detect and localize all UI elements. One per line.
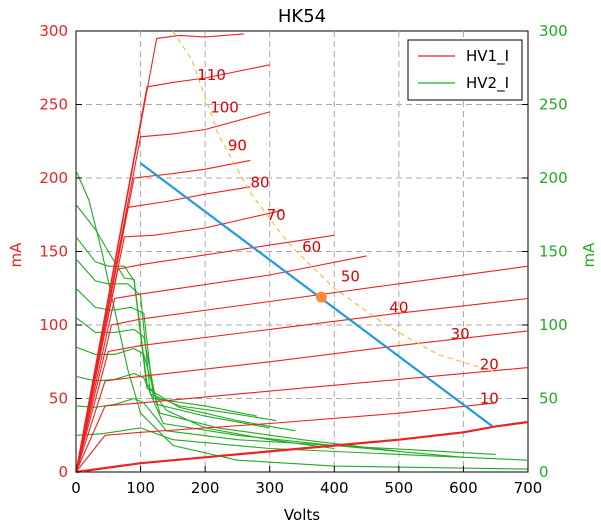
y-tick-label-right: 200 [539, 169, 568, 187]
y-tick-label-right: 150 [539, 243, 568, 261]
x-axis-ticks: 0 100 200 300 400 500 600 700 [71, 466, 542, 497]
curve-label: 20 [480, 356, 499, 374]
y-axis-right-ticks: 0 50 100 150 200 250 300 [522, 22, 568, 481]
curve-label: 80 [250, 173, 269, 191]
y-axis-left-ticks: 0 50 100 150 200 250 300 [39, 22, 82, 481]
hv2-series-line [75, 236, 296, 432]
y-tick-label-left: 250 [39, 96, 68, 114]
y-tick-label-right: 0 [539, 463, 549, 481]
x-tick-label: 400 [320, 479, 349, 497]
y-axis-right-title: mA [580, 242, 598, 268]
hv2-series-line [75, 427, 529, 461]
y-tick-label-right: 100 [539, 316, 568, 334]
y-tick-label-left: 300 [39, 22, 68, 40]
x-tick-label: 300 [255, 479, 284, 497]
hv1-series-line [75, 297, 529, 473]
x-tick-label: 100 [126, 479, 155, 497]
hv1-series-line [75, 420, 529, 474]
hv1-series-line [75, 111, 270, 473]
hv2-series-line [75, 317, 270, 429]
x-tick-label: 0 [71, 479, 81, 497]
curve-label: 100 [210, 98, 239, 116]
x-tick-label: 500 [385, 479, 414, 497]
curve-label: 10 [480, 390, 499, 408]
y-axis-left-title: mA [7, 242, 25, 268]
curve-label: 110 [197, 66, 226, 84]
hv1-series-line [75, 402, 496, 473]
y-tick-label-left: 100 [39, 316, 68, 334]
hv1-series-line [75, 159, 251, 473]
x-axis-title: Volts [284, 506, 320, 524]
x-tick-label: 700 [514, 479, 543, 497]
x-tick-label: 200 [191, 479, 220, 497]
y-tick-label-right: 250 [539, 96, 568, 114]
hv1-series-line [75, 265, 529, 473]
legend-box [407, 39, 523, 101]
hv1-series-line [75, 255, 367, 473]
legend-label-hv1: HV1_I [466, 47, 509, 66]
y-tick-label-right: 50 [539, 390, 558, 408]
hv1-series-line [75, 33, 244, 473]
x-tick-label: 600 [449, 479, 478, 497]
curve-label: 40 [389, 298, 408, 316]
y-tick-label-left: 150 [39, 243, 68, 261]
hv2-series-line [75, 258, 277, 422]
curve-label: 70 [267, 206, 286, 224]
curve-label: 90 [228, 137, 247, 155]
grid-lines [76, 31, 528, 472]
curve-label: 30 [451, 325, 470, 343]
y-tick-label-left: 0 [58, 463, 68, 481]
legend-label-hv2: HV2_I [466, 74, 509, 93]
chart-title: HK54 [278, 6, 326, 27]
hv1-series-line [75, 209, 283, 473]
overlay [139, 30, 496, 428]
hv2-series-line [75, 170, 529, 470]
hv2-series-line [75, 372, 464, 458]
operating-point [315, 291, 327, 303]
y-tick-label-right: 300 [539, 22, 568, 40]
hv1-series-line [75, 330, 529, 473]
y-tick-label-left: 50 [49, 390, 68, 408]
curve-label: 50 [341, 267, 360, 285]
y-tick-label-left: 200 [39, 169, 68, 187]
curve-label: 60 [302, 238, 321, 256]
hv1-series-line [75, 367, 529, 473]
legend: HV1_I HV2_I [407, 39, 523, 101]
hv1-curves [75, 33, 529, 474]
max-dissipation-curve [172, 30, 496, 373]
hv2-series-line [75, 287, 257, 417]
